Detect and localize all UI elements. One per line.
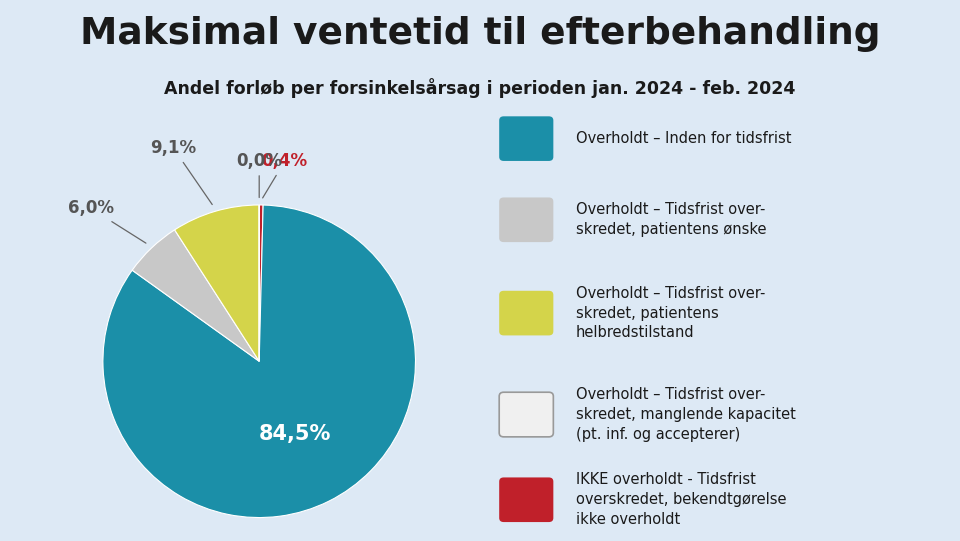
FancyBboxPatch shape <box>499 116 553 161</box>
Text: Overholdt – Tidsfrist over-
skredet, patientens ønske: Overholdt – Tidsfrist over- skredet, pat… <box>576 202 766 237</box>
Text: Andel forløb per forsinkelsårsag i perioden jan. 2024 - feb. 2024: Andel forløb per forsinkelsårsag i perio… <box>164 78 796 98</box>
Text: 6,0%: 6,0% <box>68 200 146 243</box>
Text: IKKE overholdt - Tidsfrist
overskredet, bekendtgørelse
ikke overholdt: IKKE overholdt - Tidsfrist overskredet, … <box>576 472 786 527</box>
Text: Overholdt – Tidsfrist over-
skredet, manglende kapacitet
(pt. inf. og accepterer: Overholdt – Tidsfrist over- skredet, man… <box>576 387 796 442</box>
FancyBboxPatch shape <box>499 197 553 242</box>
Text: Maksimal ventetid til efterbehandling: Maksimal ventetid til efterbehandling <box>80 16 880 52</box>
Text: 84,5%: 84,5% <box>259 424 331 444</box>
Text: 0,0%: 0,0% <box>236 152 282 197</box>
Wedge shape <box>259 205 263 361</box>
Wedge shape <box>175 205 259 361</box>
Text: Overholdt – Tidsfrist over-
skredet, patientens
helbredstilstand: Overholdt – Tidsfrist over- skredet, pat… <box>576 286 765 340</box>
Text: 9,1%: 9,1% <box>151 140 212 204</box>
Wedge shape <box>103 205 416 518</box>
Wedge shape <box>132 230 259 361</box>
Text: 0,4%: 0,4% <box>262 152 308 198</box>
FancyBboxPatch shape <box>499 478 553 522</box>
FancyBboxPatch shape <box>499 392 553 437</box>
FancyBboxPatch shape <box>499 291 553 335</box>
Text: Overholdt – Inden for tidsfrist: Overholdt – Inden for tidsfrist <box>576 131 791 146</box>
